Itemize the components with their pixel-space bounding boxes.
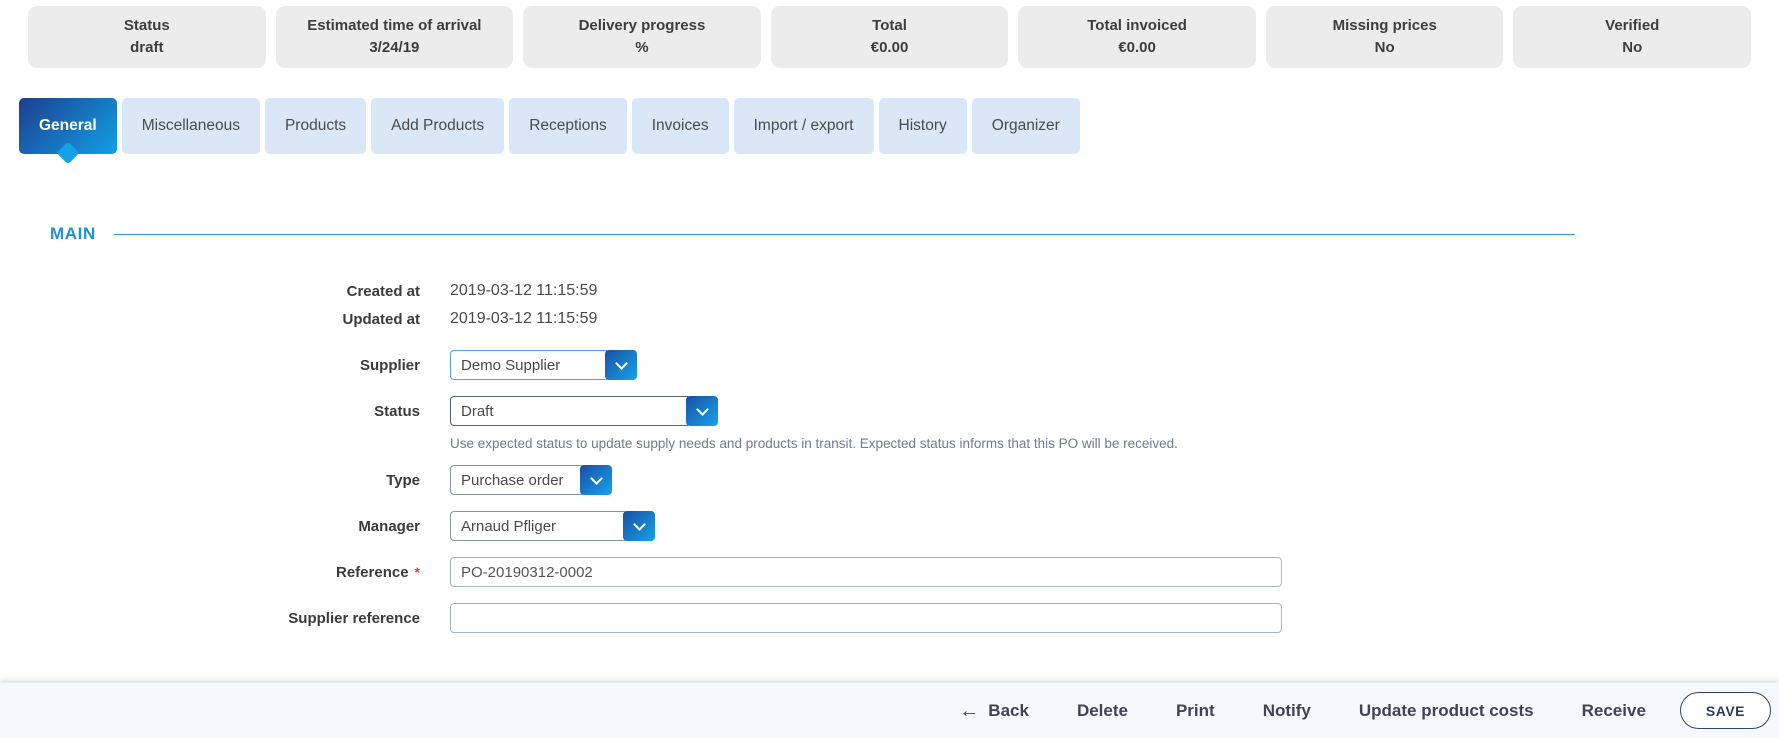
stat-card-verified: Verified No — [1513, 6, 1752, 68]
reference-label: Reference * — [0, 564, 450, 581]
manager-row: Manager Arnaud Pfliger — [0, 511, 1779, 541]
back-button-label: Back — [988, 700, 1029, 720]
supplier-select[interactable]: Demo Supplier — [450, 350, 637, 380]
manager-label: Manager — [358, 517, 420, 535]
general-form: Created at 2019-03-12 11:15:59 Updated a… — [0, 282, 1779, 633]
stat-value: 3/24/19 — [369, 39, 420, 56]
manager-select-value: Arnaud Pfliger — [450, 511, 625, 541]
tab-add-products[interactable]: Add Products — [371, 98, 505, 154]
stat-card-status: Status draft — [28, 6, 266, 68]
required-asterisk: * — [414, 563, 420, 580]
update-product-costs-button[interactable]: Update product costs — [1358, 700, 1534, 720]
stat-label: Missing prices — [1332, 17, 1437, 35]
stat-label: Delivery progress — [578, 17, 706, 35]
notify-button[interactable]: Notify — [1262, 700, 1311, 720]
tab-bar: General Miscellaneous Products Add Produ… — [19, 98, 1779, 154]
supplier-reference-input[interactable] — [450, 603, 1282, 633]
reference-row: Reference * — [0, 557, 1779, 587]
footer-action-bar: ← Back Delete Print Notify Update produc… — [0, 683, 1779, 738]
manager-select-button[interactable] — [623, 511, 655, 541]
reference-input[interactable] — [450, 557, 1282, 587]
updated-at-value: 2019-03-12 11:15:59 — [450, 310, 598, 327]
updated-at-row: Updated at 2019-03-12 11:15:59 — [0, 310, 1779, 328]
receive-button[interactable]: Receive — [1581, 700, 1646, 720]
reference-label-text: Reference — [336, 563, 409, 581]
tab-invoices[interactable]: Invoices — [631, 98, 729, 154]
tab-general[interactable]: General — [19, 98, 117, 154]
stat-card-total: Total €0.00 — [770, 6, 1009, 68]
tab-miscellaneous[interactable]: Miscellaneous — [121, 98, 260, 154]
status-help-text: Use expected status to update supply nee… — [450, 436, 1178, 451]
stat-card-total-invoiced: Total invoiced €0.00 — [1018, 6, 1256, 68]
tab-receptions[interactable]: Receptions — [509, 98, 627, 154]
stat-value: draft — [130, 39, 164, 56]
section-divider — [113, 233, 1575, 235]
chevron-down-icon — [614, 356, 628, 370]
chevron-down-icon — [695, 402, 709, 416]
created-at-row: Created at 2019-03-12 11:15:59 — [0, 282, 1779, 300]
status-select[interactable]: Draft — [450, 396, 718, 426]
created-at-label: Created at — [346, 282, 420, 300]
stat-label: Estimated time of arrival — [307, 17, 482, 35]
status-row: Status Draft — [0, 396, 1779, 426]
stat-card-delivery-progress: Delivery progress % — [523, 6, 761, 68]
status-select-value: Draft — [450, 396, 688, 426]
print-button[interactable]: Print — [1175, 700, 1215, 720]
stat-card-missing-prices: Missing prices No — [1265, 6, 1504, 68]
tab-organizer[interactable]: Organizer — [971, 98, 1080, 154]
chevron-down-icon — [632, 517, 646, 531]
status-select-button[interactable] — [686, 396, 718, 426]
status-help-row: Use expected status to update supply nee… — [0, 436, 1779, 457]
stat-label: Status — [123, 17, 170, 35]
stat-value: No — [1622, 39, 1643, 56]
stat-value: €0.00 — [1118, 39, 1156, 56]
supplier-reference-label: Supplier reference — [288, 609, 420, 627]
type-select[interactable]: Purchase order — [450, 465, 612, 495]
save-button[interactable]: SAVE — [1679, 692, 1771, 729]
tab-history[interactable]: History — [878, 98, 967, 154]
stat-label: Verified — [1605, 17, 1660, 35]
stat-card-eta: Estimated time of arrival 3/24/19 — [275, 6, 514, 68]
manager-select[interactable]: Arnaud Pfliger — [450, 511, 655, 541]
supplier-select-button[interactable] — [605, 350, 637, 380]
stat-label: Total invoiced — [1087, 17, 1187, 35]
back-button[interactable]: ← Back — [959, 701, 1029, 721]
type-row: Type Purchase order — [0, 465, 1779, 495]
updated-at-label: Updated at — [342, 310, 420, 328]
supplier-row: Supplier Demo Supplier — [0, 350, 1779, 380]
supplier-reference-row: Supplier reference — [0, 603, 1779, 633]
created-at-value: 2019-03-12 11:15:59 — [450, 282, 598, 299]
tab-products[interactable]: Products — [264, 98, 367, 154]
tab-import-export[interactable]: Import / export — [733, 98, 874, 154]
type-select-button[interactable] — [580, 465, 612, 495]
chevron-down-icon — [589, 471, 603, 485]
section-title: MAIN — [50, 224, 96, 243]
supplier-select-value: Demo Supplier — [450, 350, 607, 380]
stat-label: Total — [872, 17, 907, 35]
stat-value: % — [635, 39, 649, 56]
stat-card-row: Status draft Estimated time of arrival 3… — [0, 0, 1779, 68]
type-select-value: Purchase order — [450, 465, 582, 495]
delete-button[interactable]: Delete — [1076, 700, 1128, 720]
back-arrow-icon: ← — [959, 699, 980, 722]
stat-value: No — [1374, 39, 1395, 56]
main-section-header: MAIN — [50, 224, 1575, 244]
status-label: Status — [374, 402, 420, 420]
stat-value: €0.00 — [870, 39, 909, 56]
supplier-label: Supplier — [359, 356, 420, 374]
type-label: Type — [386, 471, 420, 489]
